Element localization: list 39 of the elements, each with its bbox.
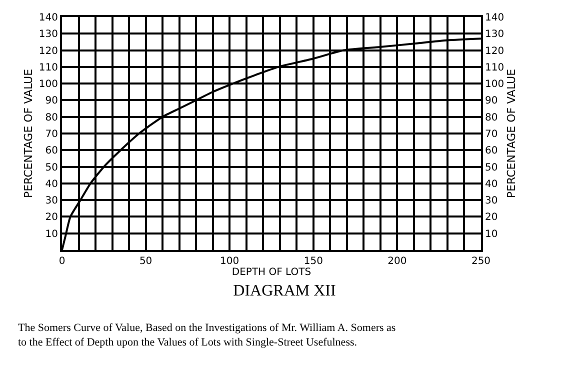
y-tick-label: 10 xyxy=(45,228,58,240)
y-tick-label: 80 xyxy=(45,112,58,124)
y2-tick-label: 70 xyxy=(485,129,498,140)
y-tick-label: 60 xyxy=(45,146,58,157)
y-tick-label: 70 xyxy=(45,129,58,140)
y2-tick-label: 110 xyxy=(485,62,504,74)
y-tick-label: 20 xyxy=(45,212,58,224)
y2-tick-label: 140 xyxy=(485,12,504,24)
text: The Somers Curve of Value, Based on the Investigations of Mr. William A. Somers as to the Effect of Depth upon the Values of Lots with Single-Street Usefulness. xyxy=(18,322,396,348)
y-tick-label: 100 xyxy=(38,79,58,90)
y2-tick-label: 80 xyxy=(485,112,498,124)
y-axis-title: PERCENTAGE OF VALUE xyxy=(22,68,36,198)
x-tick-label: 200 xyxy=(388,256,407,267)
x-tick-label: 50 xyxy=(139,256,152,267)
y-tick-label: 130 xyxy=(38,29,58,40)
text: DIAGRAM XII xyxy=(233,282,336,300)
y-tick-label: 40 xyxy=(45,178,58,190)
x-axis-title: DEPTH OF LOTS xyxy=(232,267,312,278)
x-tick-label: 100 xyxy=(220,256,240,267)
x-tick-label: 250 xyxy=(471,256,491,267)
y2-tick-label: 20 xyxy=(485,212,498,224)
x-tick-label: 150 xyxy=(304,256,323,267)
y2-tick-label: 60 xyxy=(485,146,498,157)
y-tick-label: 120 xyxy=(38,46,58,57)
y-tick-label: 30 xyxy=(45,196,58,207)
y2-axis-title: PERCENTAGE OF VALUE xyxy=(504,68,518,198)
y-tick-label: 90 xyxy=(45,96,58,107)
y2-tick-label: 30 xyxy=(485,196,498,207)
y2-tick-label: 120 xyxy=(485,46,504,57)
y2-tick-label: 10 xyxy=(485,228,498,240)
y2-tick-label: 100 xyxy=(485,79,504,90)
y2-tick-label: 40 xyxy=(485,178,498,190)
y2-tick-label: 50 xyxy=(485,162,498,174)
y2-tick-label: 90 xyxy=(485,96,498,107)
x-tick-label: 0 xyxy=(58,256,66,267)
y2-tick-label: 130 xyxy=(485,29,504,40)
y-tick-label: 110 xyxy=(38,62,58,74)
y-tick-label: 50 xyxy=(45,162,58,174)
y-tick-label: 140 xyxy=(38,12,58,24)
